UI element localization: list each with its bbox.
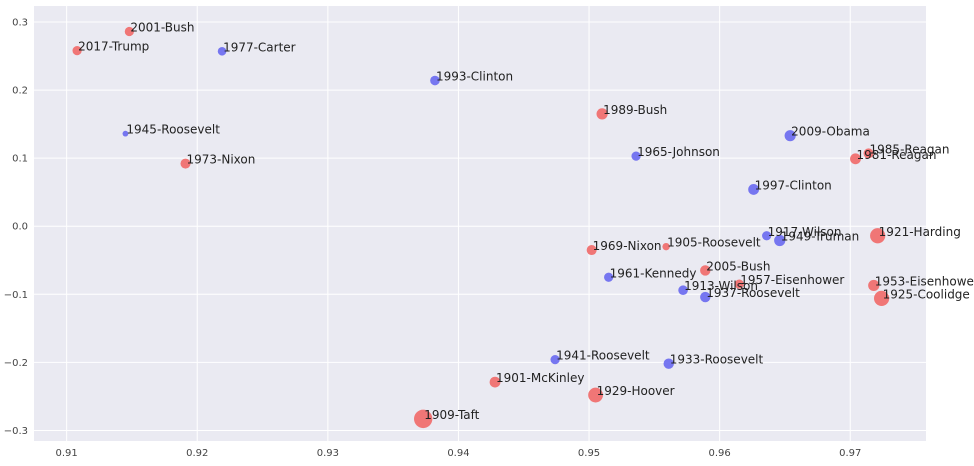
y-tick-label: 0.3 bbox=[12, 17, 28, 28]
point-label: 1997-Clinton bbox=[755, 178, 832, 192]
point-label: 1969-Nixon bbox=[593, 239, 662, 253]
point-label: 2005-Bush bbox=[706, 259, 770, 273]
point-label: 1917-Wilson bbox=[768, 225, 842, 239]
data-point-2005-bush bbox=[700, 265, 711, 276]
data-point-1997-clinton bbox=[748, 184, 760, 195]
data-point-1921-harding bbox=[870, 228, 886, 244]
point-label: 1913-Wilson bbox=[684, 279, 758, 293]
point-label: 1989-Bush bbox=[603, 103, 667, 117]
scatter-points bbox=[72, 26, 890, 429]
grid-lines bbox=[34, 6, 926, 441]
y-tick-label: −0.3 bbox=[4, 426, 28, 437]
x-tick-label: 0.91 bbox=[56, 448, 78, 459]
x-tick-label: 0.92 bbox=[186, 448, 208, 459]
point-label: 2017-Trump bbox=[78, 40, 149, 54]
point-label: 1929-Hoover bbox=[597, 384, 675, 398]
data-point-1933-roosevelt bbox=[663, 358, 674, 369]
data-point-1941-roosevelt bbox=[550, 355, 560, 365]
x-axis-ticks: 0.91 0.92 0.93 0.94 0.95 0.96 0.97 bbox=[56, 448, 862, 459]
y-tick-label: 0.0 bbox=[12, 222, 28, 233]
y-axis-ticks: −0.3 −0.2 −0.1 0.0 0.1 0.2 0.3 bbox=[4, 17, 28, 436]
point-label: 1949-Truman bbox=[781, 230, 860, 244]
x-tick-label: 0.96 bbox=[709, 448, 731, 459]
x-tick-label: 0.95 bbox=[578, 448, 600, 459]
plot-area-background bbox=[34, 6, 926, 441]
data-point-2001-bush bbox=[124, 26, 134, 37]
data-point-1973-nixon bbox=[180, 158, 191, 169]
data-point-1985-reagan bbox=[863, 148, 874, 159]
point-label: 1905-Roosevelt bbox=[667, 236, 761, 250]
y-tick-label: 0.1 bbox=[12, 154, 28, 165]
point-label: 1961-Kennedy bbox=[610, 266, 697, 280]
data-point-1965-johnson bbox=[631, 151, 641, 161]
x-tick-label: 0.93 bbox=[317, 448, 339, 459]
data-point-1981-reagan bbox=[850, 153, 861, 165]
point-label: 1921-Harding bbox=[879, 225, 961, 239]
point-label: 1973-Nixon bbox=[186, 153, 255, 167]
point-label: 1965-Johnson bbox=[637, 145, 720, 159]
point-labels: 2001-Bush 2017-Trump 1977-Carter 1993-Clint… bbox=[78, 21, 974, 422]
data-point-1989-bush bbox=[596, 108, 608, 120]
point-label: 1957-Eisenhower bbox=[740, 273, 844, 287]
data-point-1949-truman bbox=[774, 234, 786, 247]
point-label: 1945-Roosevelt bbox=[126, 123, 220, 137]
y-tick-label: 0.2 bbox=[12, 86, 28, 97]
data-point-1969-nixon bbox=[586, 245, 597, 256]
y-tick-label: −0.1 bbox=[4, 290, 28, 301]
x-tick-label: 0.94 bbox=[447, 448, 469, 459]
data-point-1917-wilson bbox=[762, 231, 772, 241]
point-label: 2001-Bush bbox=[130, 21, 194, 35]
data-point-1961-kennedy bbox=[604, 272, 614, 282]
data-point-1957-eisenhower bbox=[734, 279, 744, 289]
data-point-2009-obama bbox=[784, 130, 796, 142]
point-label: 1901-McKinley bbox=[496, 371, 584, 385]
data-point-1925-coolidge bbox=[873, 290, 890, 306]
data-point-1905-roosevelt bbox=[662, 242, 670, 251]
data-point-1937-roosevelt bbox=[700, 291, 711, 303]
point-label: 1985-Reagan bbox=[870, 142, 950, 156]
data-point-1901-mckinley bbox=[489, 376, 501, 388]
point-label: 1941-Roosevelt bbox=[556, 349, 650, 363]
data-point-1929-hoover bbox=[588, 387, 603, 403]
data-point-1953-eisenhower bbox=[868, 279, 880, 292]
point-label: 1937-Roosevelt bbox=[706, 286, 800, 300]
point-label: 1953-Eisenhower bbox=[875, 274, 974, 288]
x-tick-label: 0.97 bbox=[839, 448, 861, 459]
data-point-2017-trump bbox=[72, 45, 82, 56]
point-label: 2009-Obama bbox=[791, 125, 870, 139]
data-point-1945-roosevelt bbox=[122, 130, 129, 137]
point-label: 1925-Coolidge bbox=[883, 287, 970, 301]
point-label: 1981-Reagan bbox=[856, 148, 936, 162]
data-point-1909-taft bbox=[413, 409, 433, 429]
point-label: 1933-Roosevelt bbox=[670, 353, 764, 367]
data-point-1977-carter bbox=[217, 46, 227, 56]
point-label: 1909-Taft bbox=[424, 408, 479, 422]
y-tick-label: −0.2 bbox=[4, 358, 28, 369]
point-label: 1977-Carter bbox=[223, 40, 296, 54]
data-point-1913-wilson bbox=[678, 285, 688, 296]
data-point-1993-clinton bbox=[430, 75, 440, 86]
point-label: 1993-Clinton bbox=[436, 70, 513, 84]
